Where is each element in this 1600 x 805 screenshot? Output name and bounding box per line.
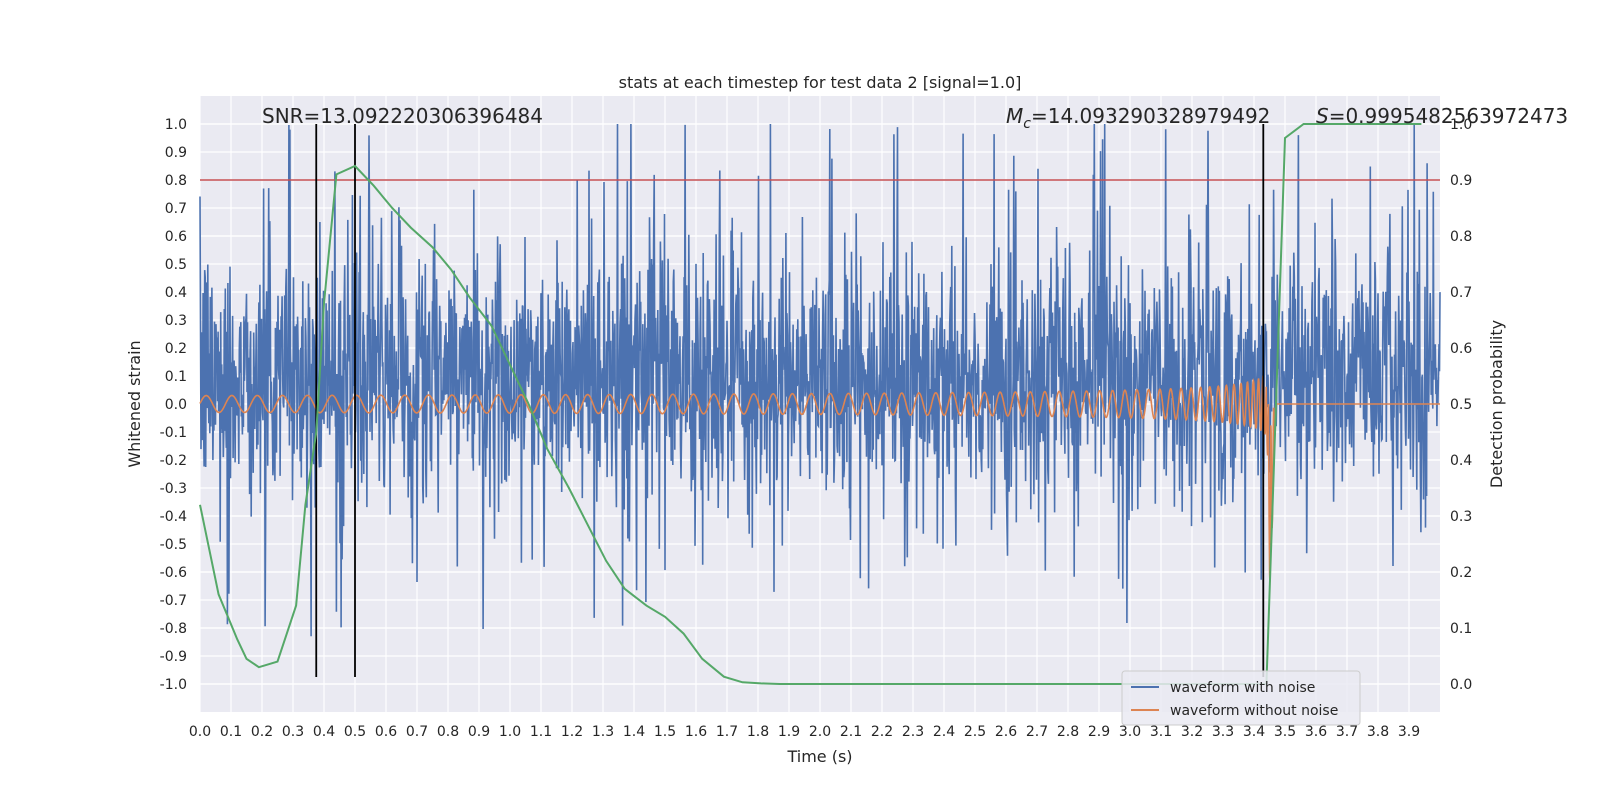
x-tick-label: 2.9 (1088, 724, 1110, 740)
y-right-tick-label: 0.6 (1450, 341, 1472, 357)
y-right-tick-label: 0.5 (1450, 397, 1472, 413)
y-axis-label: Whitened strain (125, 340, 144, 467)
x-tick-label: 0.9 (468, 724, 490, 740)
x-tick-label: 0.8 (437, 724, 459, 740)
x-tick-label: 2.3 (902, 724, 924, 740)
x-tick-label: 3.1 (1150, 724, 1172, 740)
y-right-tick-label: 0.0 (1450, 677, 1472, 693)
x-tick-label: 3.6 (1305, 724, 1327, 740)
y-tick-label: -0.9 (160, 649, 187, 665)
y-tick-label: 1.0 (165, 117, 187, 133)
annotation-text: Mc=14.093290328979492 (1006, 104, 1270, 132)
x-tick-label: 3.3 (1212, 724, 1234, 740)
y-tick-label: 0.6 (165, 229, 187, 245)
x-tick-label: 2.0 (809, 724, 831, 740)
y-right-tick-label: 0.8 (1450, 229, 1472, 245)
x-tick-label: 0.0 (189, 724, 211, 740)
annotation-symbol: S (1316, 104, 1329, 128)
x-tick-label: 0.6 (375, 724, 397, 740)
x-tick-label: 1.0 (499, 724, 521, 740)
x-tick-label: 1.2 (561, 724, 583, 740)
annotation-subscript: c (1023, 116, 1031, 132)
ticks: 0.0 0.1 0.2 0.3 0.4 0.5 0.6 0.7 0.8 0.9 1.0 1.1 1.2 1… (160, 117, 1473, 740)
legend-box (1121, 670, 1361, 726)
annotations: SNR=13.092220306396484 Mc=14.093290328979… (262, 104, 1568, 132)
y-tick-label: -0.2 (160, 453, 187, 469)
x-tick-label: 2.7 (1026, 724, 1048, 740)
y-tick-label: 0.3 (165, 313, 187, 329)
y-right-tick-label: 0.2 (1450, 565, 1472, 581)
y-right-tick-label: 0.4 (1450, 453, 1472, 469)
y-axis-right-label: Detection probability (1487, 320, 1506, 488)
x-tick-label: 2.8 (1057, 724, 1079, 740)
x-tick-label: 1.7 (716, 724, 738, 740)
y-tick-label: -0.5 (160, 537, 187, 553)
y-right-tick-label: 0.9 (1450, 173, 1472, 189)
vertical-markers (200, 124, 1440, 677)
y-tick-label: 0.7 (165, 201, 187, 217)
x-tick-label: 2.6 (995, 724, 1017, 740)
y-right-tick-label: 1.0 (1450, 117, 1472, 133)
y-tick-label: -1.0 (160, 677, 187, 693)
x-tick-label: 2.1 (840, 724, 862, 740)
y-tick-label: 0.0 (165, 397, 187, 413)
x-tick-label: 1.6 (685, 724, 707, 740)
x-tick-label: 2.5 (964, 724, 986, 740)
x-tick-label: 3.0 (1119, 724, 1141, 740)
x-tick-label: 1.5 (654, 724, 676, 740)
annotation-text: S=0.9995482563972473 (1316, 104, 1568, 128)
annotation-symbol: M (1006, 104, 1023, 128)
y-tick-label: -0.8 (160, 621, 187, 637)
chart-title: stats at each timestep for test data 2 [… (619, 73, 1022, 92)
legend: waveform with noise waveform without nois… (1121, 670, 1361, 726)
x-tick-label: 0.5 (344, 724, 366, 740)
x-tick-label: 0.2 (251, 724, 273, 740)
y-tick-label: -0.7 (160, 593, 187, 609)
x-tick-label: 1.9 (778, 724, 800, 740)
noise-line (199, 123, 1441, 637)
y-tick-label: 0.1 (165, 369, 187, 385)
y-tick-label: -0.1 (160, 425, 187, 441)
x-tick-label: 1.8 (747, 724, 769, 740)
x-tick-label: 3.7 (1336, 724, 1358, 740)
annotation-text: SNR=13.092220306396484 (262, 104, 543, 128)
legend-label: waveform without noise (1170, 703, 1338, 719)
y-right-tick-label: 0.1 (1450, 621, 1472, 637)
y-tick-label: 0.8 (165, 173, 187, 189)
y-tick-label: 0.4 (165, 285, 187, 301)
x-tick-label: 3.5 (1274, 724, 1296, 740)
x-tick-label: 1.4 (623, 724, 645, 740)
y-tick-label: -0.3 (160, 481, 187, 497)
series-noise (199, 123, 1441, 637)
y-right-tick-label: 0.7 (1450, 285, 1472, 301)
y-tick-label: -0.4 (160, 509, 187, 525)
x-tick-label: 0.3 (282, 724, 304, 740)
x-axis-label: Time (s) (786, 747, 852, 766)
x-tick-label: 1.1 (530, 724, 552, 740)
x-tick-label: 1.3 (592, 724, 614, 740)
x-tick-label: 0.1 (220, 724, 242, 740)
series-chirp (199, 375, 1440, 582)
chirp-line (199, 375, 1440, 582)
x-tick-label: 0.4 (313, 724, 335, 740)
y-tick-label: 0.5 (165, 257, 187, 273)
x-tick-label: 0.7 (406, 724, 428, 740)
x-tick-label: 3.9 (1398, 724, 1420, 740)
y-right-tick-label: 0.3 (1450, 509, 1472, 525)
x-tick-label: 3.4 (1243, 724, 1265, 740)
x-tick-label: 2.4 (933, 724, 955, 740)
x-tick-label: 2.2 (871, 724, 893, 740)
x-tick-label: 3.8 (1367, 724, 1389, 740)
x-tick-label: 3.2 (1181, 724, 1203, 740)
annotation-value: =14.093290328979492 (1031, 104, 1270, 128)
y-tick-label: -0.6 (160, 565, 187, 581)
y-tick-label: 0.2 (165, 341, 187, 357)
legend-label: waveform with noise (1170, 680, 1315, 696)
annotation-value: =0.9995482563972473 (1329, 104, 1568, 128)
y-tick-label: 0.9 (165, 145, 187, 161)
